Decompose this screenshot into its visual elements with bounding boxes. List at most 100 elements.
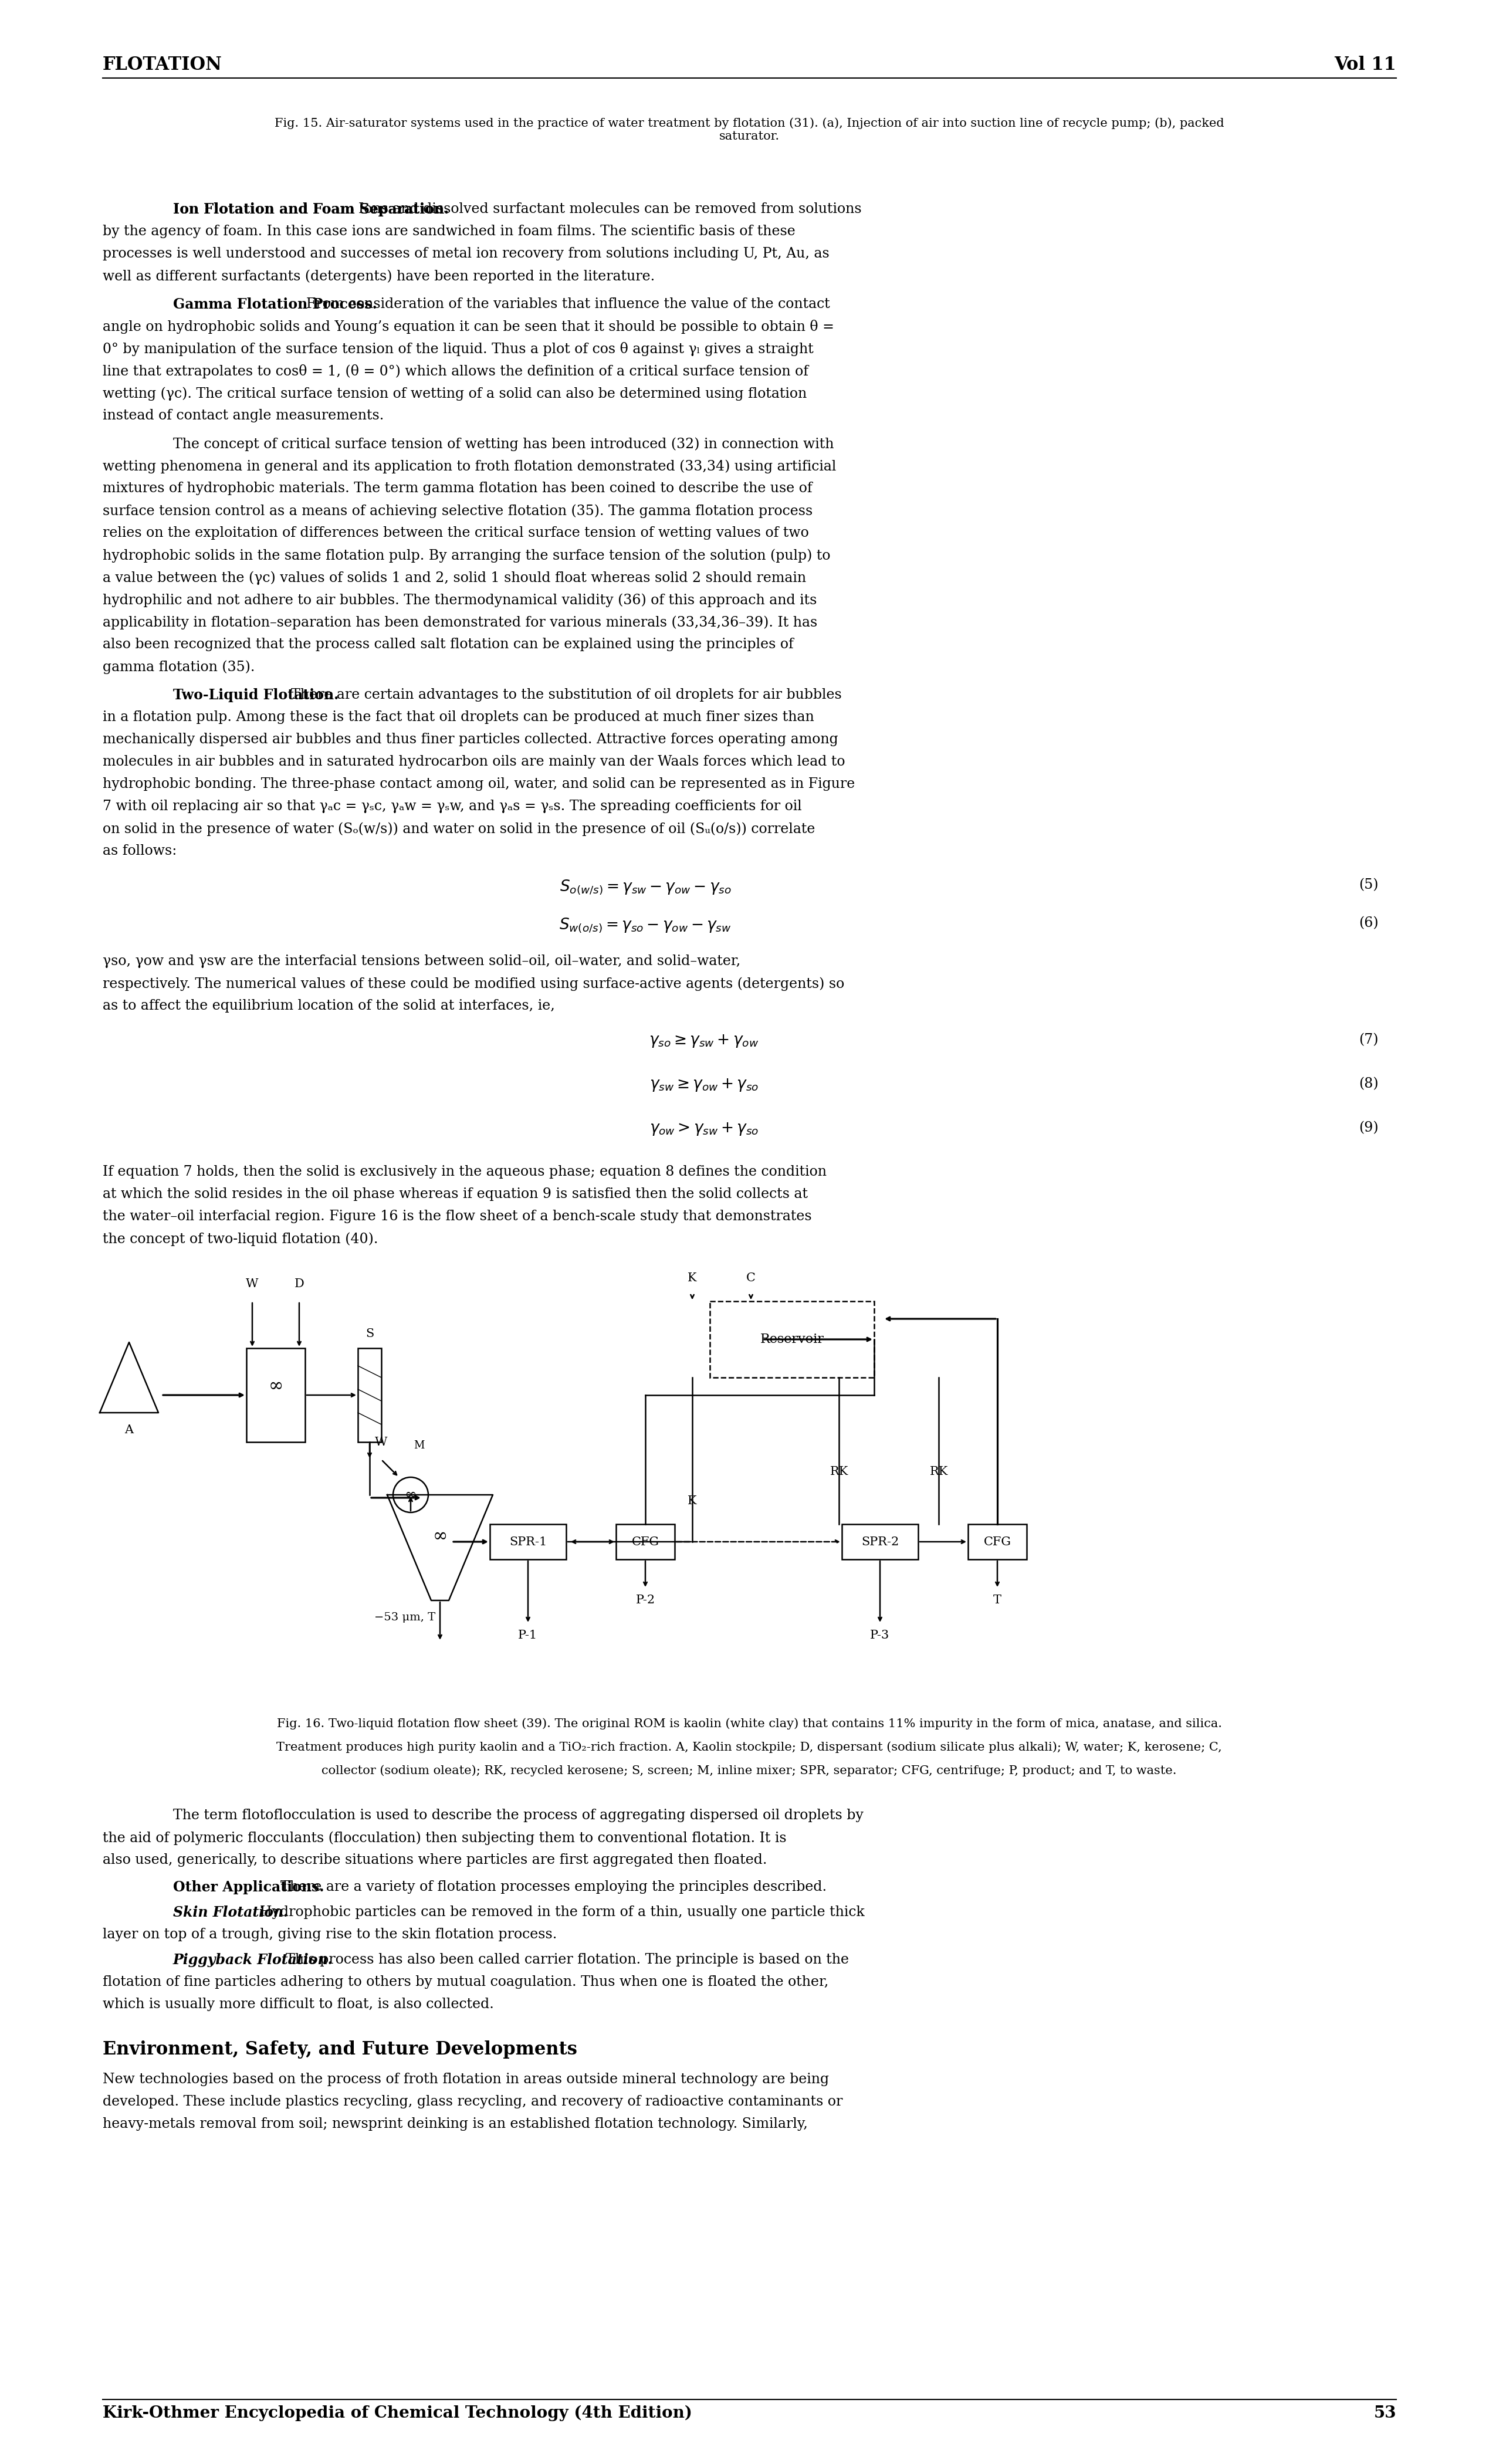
- Text: wetting phenomena in general and its application to froth flotation demonstrated: wetting phenomena in general and its app…: [103, 458, 836, 473]
- Text: the aid of polymeric flocculants (flocculation) then subjecting them to conventi: the aid of polymeric flocculants (floccu…: [103, 1831, 787, 1846]
- Text: The term flotoflocculation is used to describe the process of aggregating disper: The term flotoflocculation is used to de…: [174, 1809, 863, 1823]
- Text: (7): (7): [1358, 1032, 1379, 1047]
- Text: (8): (8): [1358, 1077, 1379, 1092]
- Text: flotation of fine particles adhering to others by mutual coagulation. Thus when : flotation of fine particles adhering to …: [103, 1976, 829, 1988]
- Text: in a flotation pulp. Among these is the fact that oil droplets can be produced a: in a flotation pulp. Among these is the …: [103, 710, 814, 724]
- Text: well as different surfactants (detergents) have been reported in the literature.: well as different surfactants (detergent…: [103, 269, 655, 283]
- Text: hydrophobic bonding. The three-phase contact among oil, water, and solid can be : hydrophobic bonding. The three-phase con…: [103, 776, 854, 791]
- Text: ∞: ∞: [404, 1488, 417, 1501]
- Text: $\gamma_{so} \geq \gamma_{sw} + \gamma_{ow}$: $\gamma_{so} \geq \gamma_{sw} + \gamma_{…: [649, 1032, 758, 1050]
- Text: (5): (5): [1358, 877, 1379, 892]
- Text: C: C: [747, 1271, 755, 1284]
- Text: the concept of two-liquid flotation (40).: the concept of two-liquid flotation (40)…: [103, 1232, 378, 1247]
- Text: layer on top of a trough, giving rise to the skin flotation process.: layer on top of a trough, giving rise to…: [103, 1927, 557, 1942]
- Text: Fig. 16. Two-liquid flotation flow sheet (39). The original ROM is kaolin (white: Fig. 16. Two-liquid flotation flow sheet…: [277, 1717, 1222, 1730]
- Text: P-1: P-1: [518, 1629, 537, 1641]
- Text: New technologies based on the process of froth flotation in areas outside minera: New technologies based on the process of…: [103, 2072, 829, 2087]
- Bar: [968, 1525, 1026, 1560]
- Bar: [489, 1525, 565, 1560]
- Text: processes is well understood and successes of metal ion recovery from solutions : processes is well understood and success…: [103, 246, 829, 261]
- Text: angle on hydrophobic solids and Young’s equation it can be seen that it should b: angle on hydrophobic solids and Young’s …: [103, 320, 835, 333]
- Text: Ion Flotation and Foam Separation.: Ion Flotation and Foam Separation.: [174, 202, 449, 217]
- Text: K: K: [688, 1271, 697, 1284]
- Text: mechanically dispersed air bubbles and thus finer particles collected. Attractiv: mechanically dispersed air bubbles and t…: [103, 732, 838, 747]
- Text: on solid in the presence of water (Sₒ(w/s)) and water on solid in the presence o: on solid in the presence of water (Sₒ(w/…: [103, 823, 815, 835]
- Bar: [616, 1525, 675, 1560]
- Text: If equation 7 holds, then the solid is exclusively in the aqueous phase; equatio: If equation 7 holds, then the solid is e…: [103, 1165, 827, 1178]
- Text: Kirk-Othmer Encyclopedia of Chemical Technology (4th Edition): Kirk-Othmer Encyclopedia of Chemical Tec…: [103, 2405, 693, 2422]
- Text: instead of contact angle measurements.: instead of contact angle measurements.: [103, 409, 384, 421]
- Text: There are certain advantages to the substitution of oil droplets for air bubbles: There are certain advantages to the subs…: [281, 687, 842, 702]
- Text: as to affect the equilibrium location of the solid at interfaces, ie,: as to affect the equilibrium location of…: [103, 998, 555, 1013]
- Text: also used, generically, to describe situations where particles are first aggrega: also used, generically, to describe situ…: [103, 1853, 767, 1868]
- Text: applicability in flotation–separation has been demonstrated for various minerals: applicability in flotation–separation ha…: [103, 616, 817, 628]
- Text: −53 μm, T: −53 μm, T: [374, 1611, 435, 1624]
- Text: From consideration of the variables that influence the value of the contact: From consideration of the variables that…: [298, 298, 830, 310]
- Text: The concept of critical surface tension of wetting has been introduced (32) in c: The concept of critical surface tension …: [174, 436, 833, 451]
- Text: Two-Liquid Flotation.: Two-Liquid Flotation.: [174, 687, 338, 702]
- Text: P-2: P-2: [636, 1594, 655, 1607]
- Text: $S_{o(w/s)} = \gamma_{sw} - \gamma_{ow} - \gamma_{so}$: $S_{o(w/s)} = \gamma_{sw} - \gamma_{ow} …: [560, 877, 732, 894]
- Text: D: D: [295, 1279, 304, 1289]
- Bar: [711, 1301, 874, 1377]
- Text: 0° by manipulation of the surface tension of the liquid. Thus a plot of cos θ ag: 0° by manipulation of the surface tensio…: [103, 342, 814, 357]
- Text: molecules in air bubbles and in saturated hydrocarbon oils are mainly van der Wa: molecules in air bubbles and in saturate…: [103, 754, 845, 769]
- Text: CFG: CFG: [983, 1535, 1011, 1547]
- Text: SPR-2: SPR-2: [862, 1535, 899, 1547]
- Text: W: W: [245, 1279, 259, 1289]
- Text: hydrophobic solids in the same flotation pulp. By arranging the surface tension : hydrophobic solids in the same flotation…: [103, 549, 830, 562]
- Text: (9): (9): [1358, 1121, 1379, 1133]
- Text: $S_{w(o/s)} = \gamma_{so} - \gamma_{ow} - \gamma_{sw}$: $S_{w(o/s)} = \gamma_{so} - \gamma_{ow} …: [560, 917, 732, 934]
- Text: There are a variety of flotation processes employing the principles described.: There are a variety of flotation process…: [272, 1880, 827, 1895]
- Text: Reservoir: Reservoir: [760, 1333, 824, 1345]
- Text: P-3: P-3: [871, 1629, 890, 1641]
- Text: also been recognized that the process called salt flotation can be explained usi: also been recognized that the process ca…: [103, 638, 793, 650]
- Bar: [247, 1348, 305, 1441]
- Text: M: M: [413, 1441, 425, 1451]
- Text: $\gamma_{ow} > \gamma_{sw} + \gamma_{so}$: $\gamma_{ow} > \gamma_{sw} + \gamma_{so}…: [649, 1121, 758, 1136]
- Text: 53: 53: [1373, 2405, 1396, 2422]
- Bar: [358, 1348, 381, 1441]
- Text: Ion Flotation and Foam Separation.  Ions and dissolved surfactant molecules can : Ion Flotation and Foam Separation. Ions …: [174, 202, 935, 217]
- Text: S: S: [365, 1328, 374, 1340]
- Text: SPR-1: SPR-1: [509, 1535, 548, 1547]
- Text: Ions and dissolved surfactant molecules can be removed from solutions: Ions and dissolved surfactant molecules …: [350, 202, 862, 217]
- Text: RK: RK: [830, 1466, 848, 1478]
- Text: Gamma Flotation Process.: Gamma Flotation Process.: [174, 298, 377, 310]
- Bar: [842, 1525, 919, 1560]
- Text: γso, γow and γsw are the interfacial tensions between solid–oil, oil–water, and : γso, γow and γsw are the interfacial ten…: [103, 954, 741, 968]
- Text: Other Applications.: Other Applications.: [174, 1880, 325, 1895]
- Text: Environment, Safety, and Future Developments: Environment, Safety, and Future Developm…: [103, 2040, 577, 2057]
- Text: which is usually more difficult to float, is also collected.: which is usually more difficult to float…: [103, 1998, 494, 2011]
- Text: by the agency of foam. In this case ions are sandwiched in foam films. The scien: by the agency of foam. In this case ions…: [103, 224, 796, 239]
- Text: at which the solid resides in the oil phase whereas if equation 9 is satisfied t: at which the solid resides in the oil ph…: [103, 1188, 808, 1200]
- Text: 7 with oil replacing air so that γₐc = γₛc, γₐw = γₛw, and γₐs = γₛs. The spread: 7 with oil replacing air so that γₐc = γ…: [103, 801, 802, 813]
- Text: Skin Flotation.: Skin Flotation.: [174, 1905, 289, 1919]
- Text: W: W: [375, 1437, 387, 1449]
- Text: hydrophilic and not adhere to air bubbles. The thermodynamical validity (36) of : hydrophilic and not adhere to air bubble…: [103, 594, 817, 606]
- Text: a value between the (γc) values of solids 1 and 2, solid 1 should float whereas : a value between the (γc) values of solid…: [103, 572, 806, 584]
- Text: mixtures of hydrophobic materials. The term gamma flotation has been coined to d: mixtures of hydrophobic materials. The t…: [103, 480, 812, 495]
- Text: surface tension control as a means of achieving selective flotation (35). The ga: surface tension control as a means of ac…: [103, 505, 812, 517]
- Text: as follows:: as follows:: [103, 845, 177, 857]
- Text: gamma flotation (35).: gamma flotation (35).: [103, 660, 254, 673]
- Text: A: A: [124, 1424, 133, 1437]
- Text: ∞: ∞: [268, 1377, 283, 1395]
- Text: collector (sodium oleate); RK, recycled kerosene; S, screen; M, inline mixer; SP: collector (sodium oleate); RK, recycled …: [322, 1764, 1177, 1777]
- Text: Ion Flotation and Foam Separation.: Ion Flotation and Foam Separation.: [174, 202, 449, 217]
- Text: T: T: [993, 1594, 1001, 1607]
- Text: wetting (γc). The critical surface tension of wetting of a solid can also be det: wetting (γc). The critical surface tensi…: [103, 387, 806, 402]
- Text: the water–oil interfacial region. Figure 16 is the flow sheet of a bench-scale s: the water–oil interfacial region. Figure…: [103, 1210, 812, 1222]
- Text: line that extrapolates to cosθ = 1, (θ = 0°) which allows the definition of a cr: line that extrapolates to cosθ = 1, (θ =…: [103, 365, 808, 379]
- Text: developed. These include plastics recycling, glass recycling, and recovery of ra: developed. These include plastics recycl…: [103, 2094, 842, 2109]
- Text: relies on the exploitation of differences between the critical surface tension o: relies on the exploitation of difference…: [103, 527, 809, 540]
- Text: (6): (6): [1358, 917, 1379, 929]
- Text: RK: RK: [929, 1466, 948, 1478]
- Text: $\gamma_{sw} \geq \gamma_{ow} + \gamma_{so}$: $\gamma_{sw} \geq \gamma_{ow} + \gamma_{…: [649, 1077, 758, 1094]
- Text: FLOTATION: FLOTATION: [103, 57, 223, 74]
- Text: Vol 11: Vol 11: [1334, 57, 1396, 74]
- Text: CFG: CFG: [631, 1535, 660, 1547]
- Text: Treatment produces high purity kaolin and a TiO₂-rich fraction. A, Kaolin stockp: Treatment produces high purity kaolin an…: [277, 1742, 1222, 1752]
- Text: heavy-metals removal from soil; newsprint deinking is an established flotation t: heavy-metals removal from soil; newsprin…: [103, 2117, 808, 2131]
- Text: Hydrophobic particles can be removed in the form of a thin, usually one particle: Hydrophobic particles can be removed in …: [251, 1905, 865, 1919]
